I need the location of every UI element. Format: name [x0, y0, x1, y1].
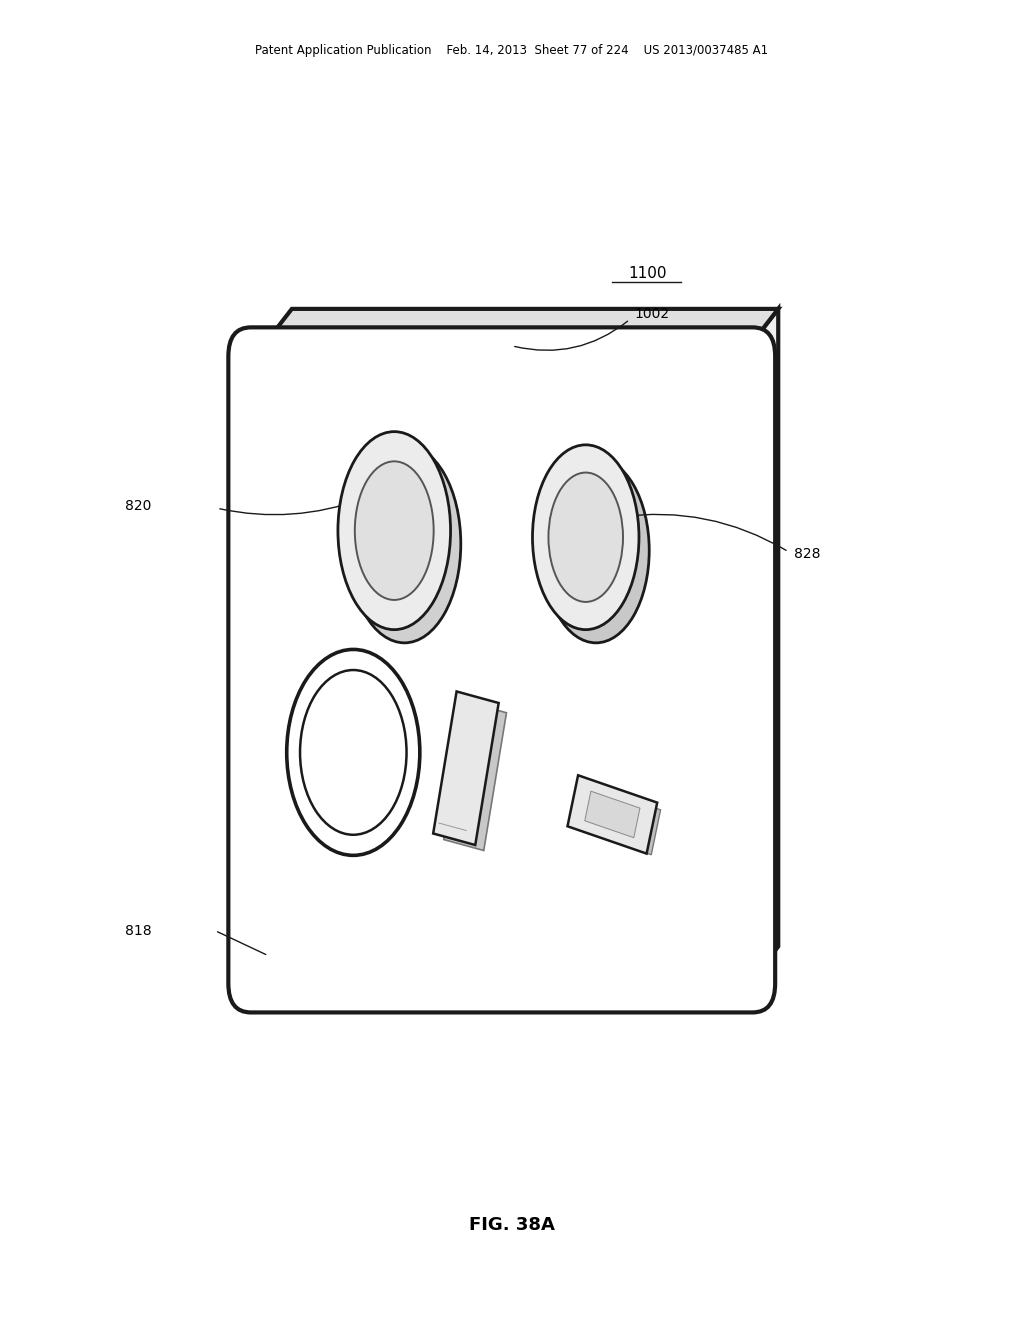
Text: 1002: 1002: [635, 308, 670, 321]
Polygon shape: [585, 791, 640, 838]
Text: Patent Application Publication    Feb. 14, 2013  Sheet 77 of 224    US 2013/0037: Patent Application Publication Feb. 14, …: [255, 44, 769, 57]
Text: FIG. 38A: FIG. 38A: [469, 1216, 555, 1234]
Text: 820: 820: [125, 499, 152, 512]
Ellipse shape: [549, 473, 623, 602]
Ellipse shape: [338, 432, 451, 630]
Polygon shape: [263, 309, 778, 346]
Ellipse shape: [300, 671, 407, 834]
Ellipse shape: [348, 445, 461, 643]
Text: 828: 828: [794, 548, 820, 561]
Ellipse shape: [287, 649, 420, 855]
Polygon shape: [579, 784, 660, 855]
Text: 1100: 1100: [628, 265, 667, 281]
Polygon shape: [567, 775, 657, 854]
Polygon shape: [433, 692, 499, 845]
Ellipse shape: [543, 458, 649, 643]
Polygon shape: [750, 309, 778, 983]
Polygon shape: [443, 702, 507, 850]
Text: 818: 818: [125, 924, 152, 937]
Ellipse shape: [355, 462, 434, 599]
Ellipse shape: [532, 445, 639, 630]
FancyBboxPatch shape: [228, 327, 775, 1012]
